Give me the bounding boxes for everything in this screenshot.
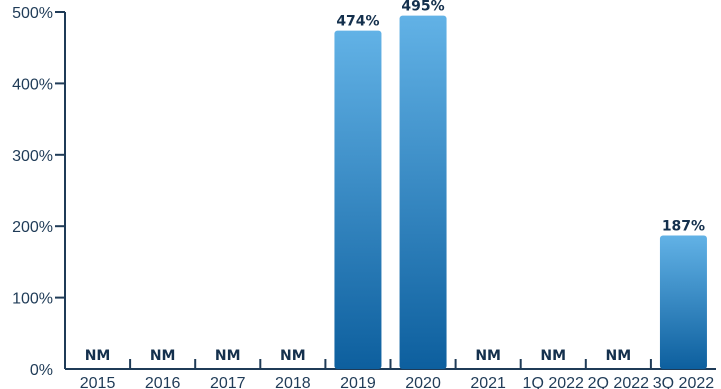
bar xyxy=(399,15,447,369)
x-tick-label: 2018 xyxy=(275,375,311,389)
data-label: 495% xyxy=(401,0,444,15)
data-label: 474% xyxy=(336,14,379,30)
y-tick-label: 0% xyxy=(30,362,53,379)
y-tick-label: 200% xyxy=(12,219,53,236)
x-axis-ticks: 2015 2016 2017 2018 2019 2020 2021 1Q 2022 2Q 20… xyxy=(80,359,714,389)
y-tick-label: 500% xyxy=(12,5,53,22)
data-label: NM xyxy=(280,348,306,364)
bars xyxy=(334,15,707,370)
y-tick-label: 400% xyxy=(12,76,53,93)
bar xyxy=(334,30,382,370)
data-labels: NM NM NM NM 474% 495% NM NM NM 187% xyxy=(85,0,705,364)
y-tick-label: 300% xyxy=(12,148,53,165)
x-tick-label: 2Q 2022 xyxy=(588,375,649,389)
x-tick-label: 2016 xyxy=(145,375,181,389)
data-label: NM xyxy=(540,348,566,364)
x-tick-label: 2021 xyxy=(470,375,506,389)
data-label: NM xyxy=(150,348,176,364)
data-label: NM xyxy=(85,348,111,364)
y-tick-label: 100% xyxy=(12,291,53,308)
x-tick-label: 2017 xyxy=(210,375,246,389)
x-tick-label: 2015 xyxy=(80,375,116,389)
bar xyxy=(659,235,707,369)
x-tick-label: 2020 xyxy=(405,375,441,389)
y-axis-ticks: 0% 100% 200% 300% 400% 500% xyxy=(12,5,65,379)
data-label: NM xyxy=(606,348,632,364)
axes xyxy=(64,12,716,370)
x-tick-label: 2019 xyxy=(340,375,376,389)
data-label: 187% xyxy=(662,218,705,234)
x-tick-label: 3Q 2022 xyxy=(653,375,714,389)
data-label: NM xyxy=(475,348,501,364)
data-label: NM xyxy=(215,348,241,364)
x-tick-label: 1Q 2022 xyxy=(523,375,584,389)
